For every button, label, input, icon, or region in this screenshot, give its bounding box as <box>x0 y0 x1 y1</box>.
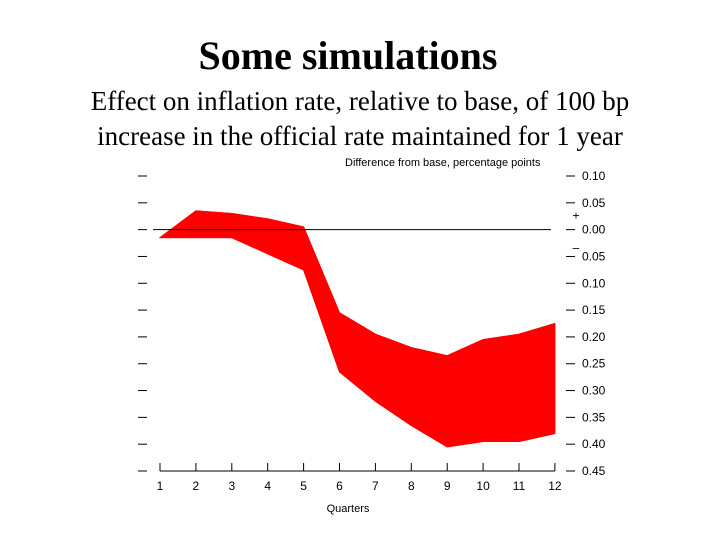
slide-title: Some simulations <box>198 33 498 78</box>
subtitle-line-1: Effect on inflation rate, relative to ba… <box>90 86 630 116</box>
y-tick-label-4: 0.10 <box>582 276 606 290</box>
x-tick-label-12: 12 <box>548 479 562 493</box>
x-tick-label-2: 2 <box>193 479 200 493</box>
x-axis-caption: Quarters <box>327 503 370 515</box>
plot-area: 1 2 3 4 5 6 7 8 9 10 11 120.100.050.000.050.100.150… <box>138 169 606 493</box>
lower-bound-line <box>160 237 556 448</box>
y-tick-label-5: 0.15 <box>582 303 606 317</box>
negative-sign-marker: – <box>573 241 580 255</box>
y-tick-label-3: 0.05 <box>582 249 606 263</box>
x-tick-label-8: 8 <box>408 479 415 493</box>
x-tick-label-1: 1 <box>157 479 164 493</box>
y-tick-label-2: 0.00 <box>582 223 606 237</box>
y-tick-label-9: 0.35 <box>582 410 606 424</box>
y-tick-label-10: 0.40 <box>582 437 606 451</box>
x-tick-label-6: 6 <box>336 479 343 493</box>
x-tick-label-9: 9 <box>444 479 451 493</box>
x-tick-label-7: 7 <box>372 479 379 493</box>
upper-bound-line <box>159 210 556 357</box>
slide-subtitle: Effect on inflation rate, relative to ba… <box>0 84 720 154</box>
y-tick-label-7: 0.25 <box>582 357 606 371</box>
y-tick-label-6: 0.20 <box>582 330 606 344</box>
y-axis-caption: Difference from base, percentage points <box>345 157 541 169</box>
x-tick-label-11: 11 <box>513 479 526 493</box>
subtitle-line-2: increase in the official rate maintained… <box>97 121 623 151</box>
x-tick-label-4: 4 <box>264 479 271 493</box>
x-tick-label-10: 10 <box>476 479 490 493</box>
y-tick-label-11: 0.45 <box>582 464 606 478</box>
x-tick-label-5: 5 <box>300 479 307 493</box>
positive-sign-marker: + <box>572 209 579 223</box>
y-tick-label-0: 0.10 <box>582 169 606 183</box>
y-tick-label-8: 0.30 <box>582 384 606 398</box>
band-area <box>158 210 556 448</box>
y-tick-label-1: 0.05 <box>582 196 606 210</box>
x-tick-label-3: 3 <box>228 479 235 493</box>
